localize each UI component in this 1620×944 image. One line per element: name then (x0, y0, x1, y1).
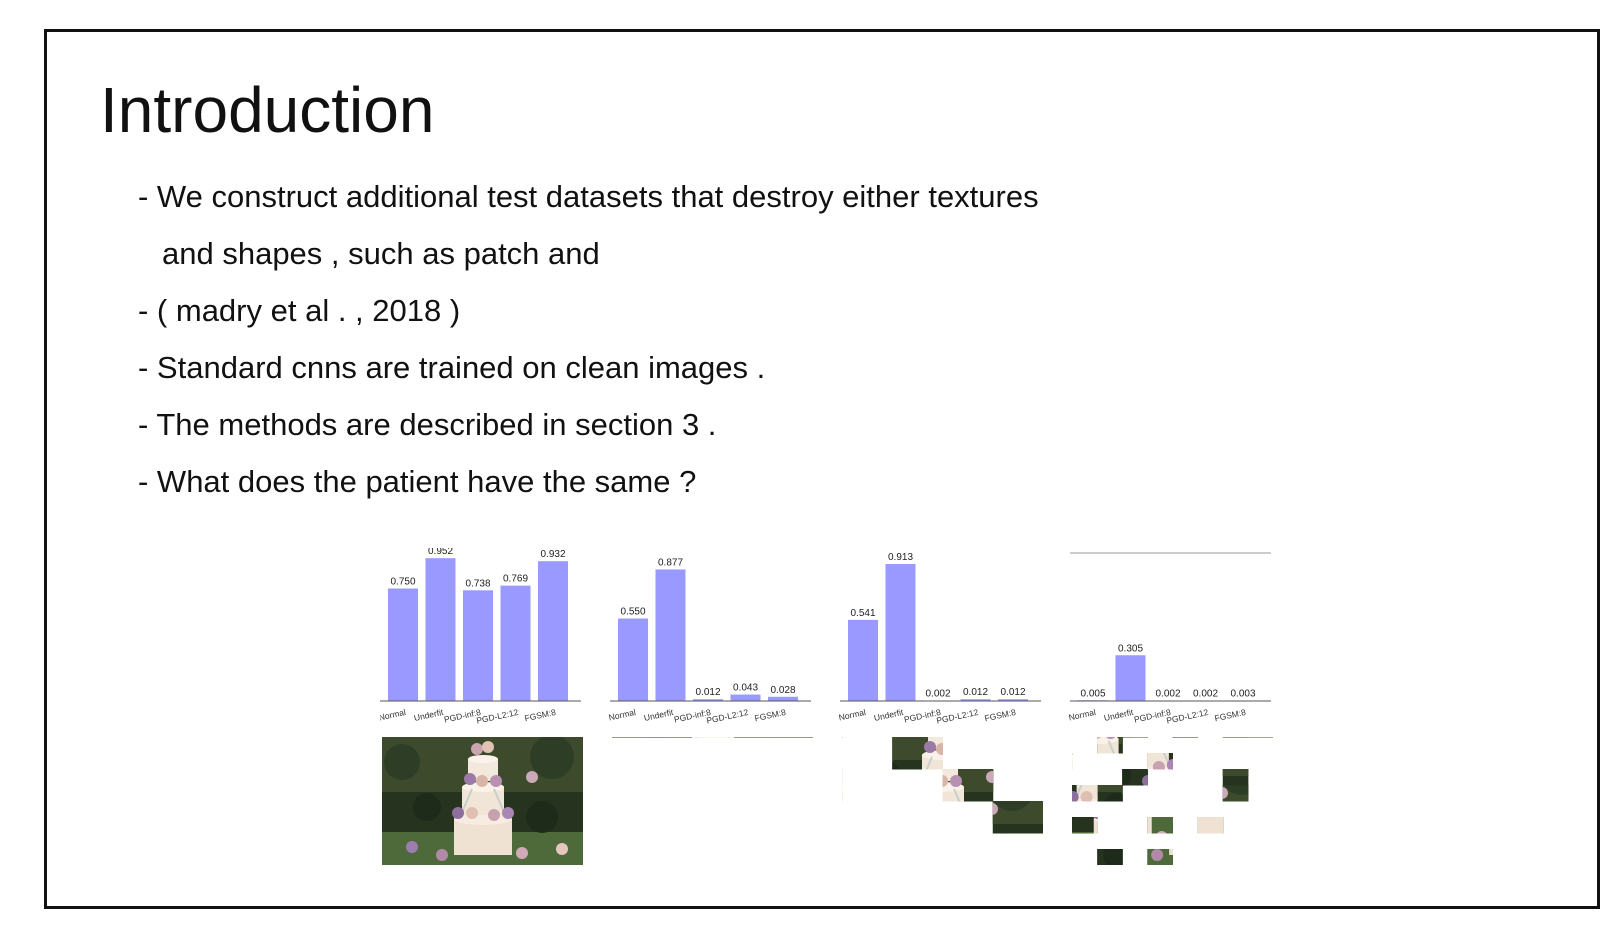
data-label: 0.750 (390, 577, 415, 588)
tick-label: PGD-L2:12 (935, 707, 979, 726)
bullet-text: - The methods are described in section 3… (138, 407, 717, 442)
data-label: 0.028 (770, 685, 795, 696)
bar (730, 694, 761, 701)
bar (885, 564, 916, 701)
tick-label: Normal (1068, 707, 1097, 722)
bar-charts: 0.750 Normal 0.952 Underfit 0.738 PGD-inf:8 0.… (380, 548, 1280, 728)
bar (1115, 655, 1146, 701)
bullet-item: - What does the patient have the same ? (138, 453, 1039, 510)
slide-frame (44, 29, 1600, 909)
tick-label: Underfit (643, 707, 675, 723)
bar-chart: 0.550Normal0.877Underfit0.012PGD-inf:80.… (608, 557, 811, 726)
bullet-text: - ( madry et al . , 2018 ) (138, 293, 461, 328)
data-label: 0.043 (733, 683, 758, 694)
data-label: 0.541 (850, 608, 875, 619)
bar (463, 590, 493, 701)
tick-label: PGD-L2:12 (705, 707, 749, 726)
tick-label: Normal (608, 707, 637, 722)
data-label: 0.305 (1118, 643, 1143, 654)
bar (425, 558, 456, 701)
tick-label: FGSM:8 (984, 707, 1017, 723)
data-label: 0.012 (1000, 687, 1025, 698)
tick-label: PGD-L2:12 (475, 707, 519, 726)
bullet-item: - ( madry et al . , 2018 ) (138, 282, 1039, 339)
data-label: 0.012 (695, 687, 720, 698)
tick-label: FGSM:8 (754, 707, 787, 723)
bullet-text: - Standard cnns are trained on clean ima… (138, 350, 766, 385)
thumbnail-patch-shuffle-8 (1072, 737, 1273, 865)
bar-chart: 0.750Normal0.952Underfit0.738PGD-inf:80.… (380, 548, 581, 726)
bar-charts-svg: 0.750Normal0.952Underfit0.738PGD-inf:80.… (380, 548, 1271, 726)
cake-photo-shuffled-image (1072, 737, 1273, 865)
bar (388, 588, 418, 701)
bar (655, 569, 686, 701)
cake-photo-image (382, 737, 583, 865)
bullet-item: - Standard cnns are trained on clean ima… (138, 339, 1039, 396)
data-label: 0.550 (620, 607, 645, 618)
thumbnail-original (382, 737, 583, 865)
slide-title: Introduction (100, 74, 435, 146)
thumbnail-patch-shuffle-2 (612, 737, 813, 865)
bar-chart: 0.005Normal0.305Underfit0.002PGD-inf:80.… (1068, 552, 1271, 726)
data-label: 0.005 (1080, 688, 1105, 699)
tick-label: FGSM:8 (524, 707, 557, 723)
cake-photo-shuffled-image (612, 737, 813, 738)
data-label: 0.952 (428, 548, 453, 557)
bullet-list: - We construct additional test datasets … (138, 168, 1039, 510)
data-label: 0.002 (1193, 689, 1218, 700)
tick-label: PGD-L2:12 (1165, 707, 1209, 726)
data-label: 0.913 (888, 552, 913, 563)
bar (998, 699, 1028, 701)
bar (768, 696, 798, 701)
data-label: 0.769 (503, 574, 528, 585)
bar (618, 618, 648, 701)
bar-chart: 0.541Normal0.913Underfit0.002PGD-inf:80.… (838, 552, 1041, 726)
bullet-text: - What does the patient have the same ? (138, 464, 697, 499)
bar (848, 619, 878, 701)
tick-label: Underfit (413, 707, 445, 723)
tick-label: FGSM:8 (1214, 707, 1247, 723)
data-label: 0.012 (963, 687, 988, 698)
data-label: 0.932 (540, 549, 565, 560)
bar (960, 699, 991, 701)
tick-label: Underfit (1103, 707, 1135, 723)
data-label: 0.003 (1230, 689, 1255, 700)
tick-label: Normal (380, 707, 407, 722)
bullet-item: - The methods are described in section 3… (138, 396, 1039, 453)
bullet-text-continued: and shapes , such as patch and (162, 236, 600, 271)
data-label: 0.002 (1155, 689, 1180, 700)
bar (500, 585, 531, 701)
data-label: 0.002 (925, 689, 950, 700)
bar (538, 561, 568, 701)
tick-label: Normal (838, 707, 867, 722)
data-label: 0.877 (658, 557, 683, 568)
data-label: 0.738 (465, 578, 490, 589)
bullet-item: - We construct additional test datasets … (138, 168, 1039, 282)
cake-photo-shuffled-image (842, 737, 1043, 834)
tick-label: Underfit (873, 707, 905, 723)
thumbnail-patch-shuffle-4 (842, 737, 1043, 865)
bullet-text: - We construct additional test datasets … (138, 179, 1039, 214)
bar (693, 699, 723, 701)
